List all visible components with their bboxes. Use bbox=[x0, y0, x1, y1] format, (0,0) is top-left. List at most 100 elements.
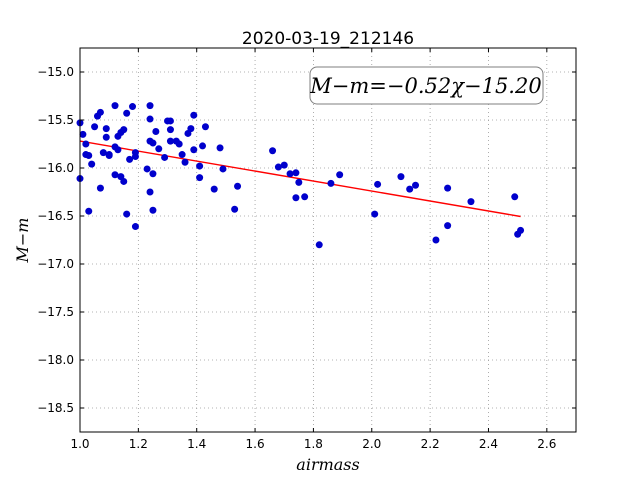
data-point bbox=[371, 210, 379, 218]
data-point bbox=[196, 174, 204, 182]
x-tick-label: 1.0 bbox=[70, 437, 89, 451]
data-point bbox=[123, 210, 131, 218]
x-tick-label: 2.4 bbox=[479, 437, 498, 451]
data-point bbox=[511, 193, 519, 201]
data-point bbox=[79, 130, 87, 138]
data-point bbox=[187, 125, 195, 133]
x-tick-label: 2.0 bbox=[362, 437, 381, 451]
data-point bbox=[149, 206, 157, 214]
data-point bbox=[517, 226, 525, 234]
data-point bbox=[111, 102, 119, 110]
data-point bbox=[210, 185, 218, 193]
data-point bbox=[295, 178, 303, 186]
data-point bbox=[292, 169, 300, 177]
data-points bbox=[76, 102, 525, 249]
y-axis-ticks: −15.0 −15.5 −16.0 −16.5 −17.0 −17.5 −18.0 −18.5 bbox=[37, 65, 576, 415]
data-point bbox=[102, 133, 110, 141]
y-tick-label: −16.0 bbox=[37, 161, 74, 175]
grid-lines bbox=[79, 48, 576, 432]
fit-annotation: M−m=−0.52χ−15.20 bbox=[309, 66, 544, 105]
data-point bbox=[123, 109, 131, 117]
data-point bbox=[199, 142, 207, 150]
data-point bbox=[274, 163, 282, 171]
data-point bbox=[315, 241, 323, 249]
data-point bbox=[146, 188, 154, 196]
data-point bbox=[301, 193, 309, 201]
y-tick-label: −18.5 bbox=[37, 401, 74, 415]
data-point bbox=[166, 117, 174, 125]
x-axis-label: airmass bbox=[296, 455, 359, 474]
fit-line-group bbox=[79, 140, 521, 218]
data-point bbox=[129, 103, 137, 111]
annotation-box bbox=[309, 66, 544, 105]
chart-title: 2020-03-19_212146 bbox=[242, 29, 414, 49]
data-point bbox=[201, 123, 209, 131]
data-point bbox=[190, 111, 198, 119]
data-point bbox=[166, 126, 174, 134]
data-point bbox=[467, 198, 475, 206]
data-point bbox=[111, 171, 119, 179]
x-tick-label: 1.2 bbox=[129, 437, 148, 451]
data-point bbox=[444, 184, 452, 192]
y-tick-label: −18.0 bbox=[37, 353, 74, 367]
plot-frame bbox=[79, 47, 577, 433]
data-point bbox=[412, 181, 420, 189]
data-point bbox=[196, 162, 204, 170]
data-point bbox=[397, 173, 405, 181]
data-point bbox=[234, 182, 242, 190]
data-point bbox=[114, 146, 122, 154]
data-point bbox=[146, 102, 154, 110]
data-point bbox=[280, 161, 288, 169]
data-point bbox=[432, 236, 440, 244]
data-point bbox=[444, 222, 452, 230]
y-tick-label: −15.5 bbox=[37, 113, 74, 127]
fit-line bbox=[79, 140, 521, 218]
data-point bbox=[327, 179, 335, 187]
data-point bbox=[152, 128, 160, 136]
data-point bbox=[149, 170, 157, 178]
data-point bbox=[181, 158, 189, 166]
data-point bbox=[374, 180, 382, 188]
data-point bbox=[126, 155, 134, 163]
data-point bbox=[286, 170, 294, 178]
data-point bbox=[406, 185, 414, 193]
data-point bbox=[161, 153, 169, 161]
data-point bbox=[190, 146, 198, 154]
y-tick-label: −16.5 bbox=[37, 209, 74, 223]
data-point bbox=[336, 171, 344, 179]
data-point bbox=[99, 149, 107, 157]
y-tick-label: −17.0 bbox=[37, 257, 74, 271]
data-point bbox=[96, 184, 104, 192]
data-point bbox=[178, 151, 186, 159]
data-point bbox=[91, 123, 99, 131]
annotation-text: M−m=−0.52χ−15.20 bbox=[309, 74, 541, 98]
plot-area bbox=[80, 48, 576, 432]
data-point bbox=[102, 125, 110, 133]
data-point bbox=[149, 139, 157, 147]
data-point bbox=[131, 152, 139, 160]
data-point bbox=[146, 115, 154, 123]
data-point bbox=[85, 207, 93, 215]
data-point bbox=[175, 140, 183, 148]
data-point bbox=[120, 126, 128, 134]
y-tick-label: −17.5 bbox=[37, 305, 74, 319]
data-point bbox=[88, 160, 96, 168]
data-point bbox=[96, 108, 104, 116]
data-point bbox=[105, 152, 113, 160]
x-axis-ticks: 1.0 1.2 1.4 1.6 1.8 2.0 2.2 2.4 2.6 bbox=[70, 48, 556, 451]
x-tick-label: 2.6 bbox=[537, 437, 556, 451]
data-point bbox=[131, 223, 139, 231]
data-point bbox=[292, 194, 300, 202]
x-tick-label: 2.2 bbox=[421, 437, 440, 451]
data-point bbox=[85, 152, 93, 160]
data-point bbox=[219, 165, 227, 173]
x-tick-label: 1.6 bbox=[246, 437, 265, 451]
data-point bbox=[143, 165, 151, 173]
data-point bbox=[231, 205, 239, 213]
data-point bbox=[82, 140, 90, 148]
data-point bbox=[120, 177, 128, 185]
y-axis-label: M−m bbox=[13, 218, 32, 264]
data-point bbox=[155, 145, 163, 153]
x-tick-label: 1.4 bbox=[187, 437, 206, 451]
